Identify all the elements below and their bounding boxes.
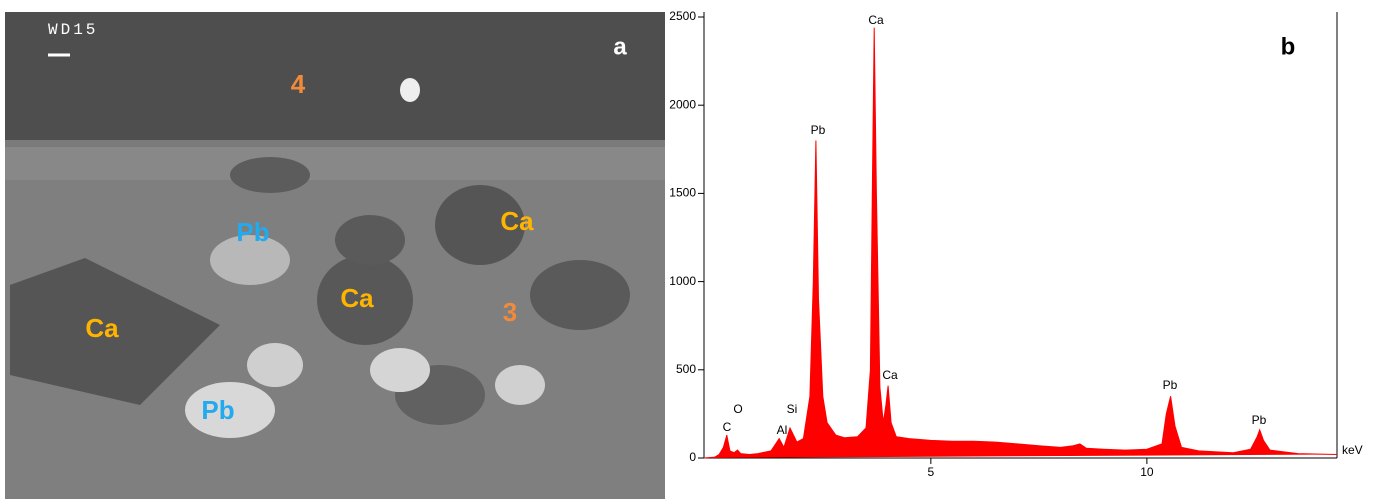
- sem-grain: [530, 260, 630, 330]
- sem-bright: [400, 78, 420, 102]
- x-axis-label: keV: [1342, 443, 1363, 457]
- y-tick-label: 1000: [669, 274, 696, 288]
- sem-bright: [185, 382, 275, 438]
- sem-layer: [5, 12, 665, 147]
- phase-label: Pb: [201, 395, 234, 425]
- sem-grain: [435, 185, 525, 265]
- peak-label: Ca: [882, 368, 898, 382]
- x-tick-label: 5: [927, 465, 934, 479]
- peak-label: Pb: [1252, 413, 1267, 427]
- sem-image: WD15 a: [5, 12, 665, 499]
- peak-label: O: [733, 402, 742, 416]
- sem-grain: [10, 258, 220, 405]
- phase-label: Ca: [340, 283, 374, 313]
- phase-label: Ca: [500, 206, 534, 236]
- y-tick-label: 0: [689, 450, 696, 464]
- sem-bright: [370, 348, 430, 392]
- y-tick-label: 500: [676, 362, 696, 376]
- peak-label: Pb: [1163, 378, 1178, 392]
- panel-label: a: [613, 33, 627, 60]
- sem-grain: [335, 215, 405, 265]
- peak-label: Pb: [811, 123, 826, 137]
- spectrum: [703, 27, 1338, 459]
- peak-label: C: [723, 420, 732, 434]
- panel-label: b: [1281, 33, 1296, 60]
- sem-bright: [495, 365, 545, 405]
- phase-label: 4: [291, 69, 306, 99]
- y-tick-label: 1500: [669, 186, 696, 200]
- peak-label: Ca: [868, 13, 884, 27]
- peak-label: Al: [777, 423, 788, 437]
- phase-label: Ca: [85, 313, 119, 343]
- y-tick-label: 2000: [669, 97, 696, 111]
- sem-bright: [247, 343, 303, 387]
- sem-grain: [317, 255, 413, 345]
- y-tick-label: 2500: [669, 9, 696, 23]
- peak-label: Si: [787, 402, 798, 416]
- sem-bright: [210, 235, 290, 285]
- sem-band: [5, 140, 665, 180]
- phase-label: Pb: [236, 217, 269, 247]
- x-tick-label: 10: [1140, 465, 1154, 479]
- sem-grain: [230, 157, 310, 193]
- scale-label: WD15: [48, 21, 98, 39]
- spectrum-chart: 0 500 1000 1500 2000 2500 5 10 keV b CO Al Si Pb Ca Ca P…: [669, 9, 1362, 479]
- phase-label: 3: [503, 297, 517, 327]
